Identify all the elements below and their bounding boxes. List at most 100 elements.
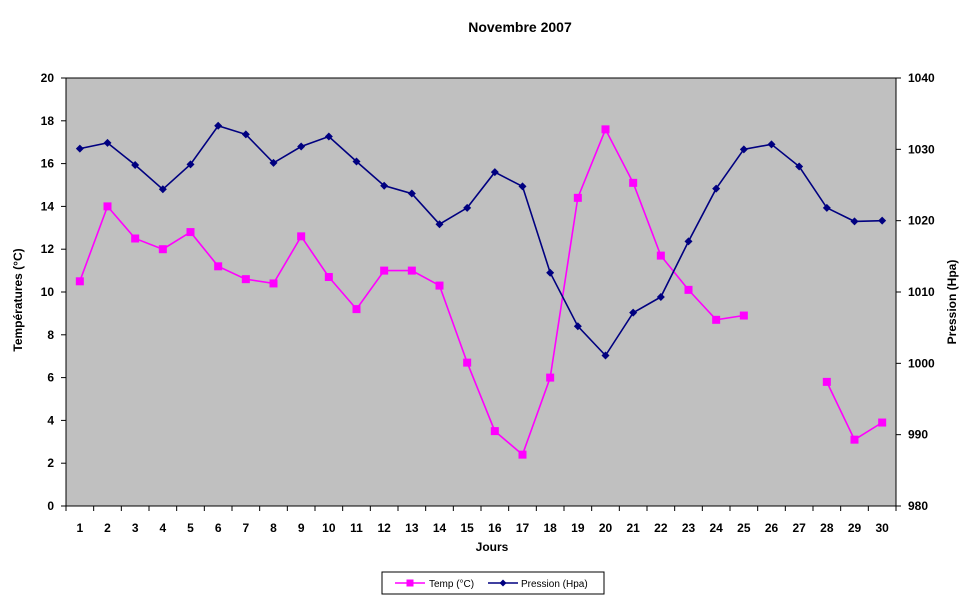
- data-point-pression: [352, 157, 361, 166]
- data-point-pression: [878, 216, 887, 225]
- data-point-pression: [269, 158, 278, 167]
- x-tick-label: 16: [488, 521, 502, 535]
- data-point-pression: [684, 237, 693, 246]
- y-left-tick-label: 14: [41, 199, 55, 213]
- data-point-temp: [712, 315, 721, 324]
- data-point-pression: [518, 182, 527, 191]
- x-tick-label: 1: [76, 521, 83, 535]
- x-tick-label: 22: [654, 521, 668, 535]
- data-point-pression: [103, 138, 112, 147]
- data-point-pression: [380, 181, 389, 190]
- series-layer: [75, 121, 887, 459]
- x-tick-label: 13: [405, 521, 419, 535]
- data-point-temp: [490, 427, 499, 436]
- data-point-temp: [241, 275, 250, 284]
- data-point-temp: [463, 358, 472, 367]
- data-point-pression: [739, 145, 748, 154]
- data-point-temp: [629, 178, 638, 187]
- y-left-tick-label: 2: [47, 456, 54, 470]
- x-tick-label: 21: [626, 521, 640, 535]
- data-point-pression: [490, 168, 499, 177]
- y-left-tick-label: 6: [47, 371, 54, 385]
- y-left-tick-label: 12: [41, 242, 55, 256]
- data-point-temp: [739, 311, 748, 320]
- x-axis: 1 2 3 4 5 6 7 8 9 10 11 12 13 14 15 16 17 18 19 20 21 22 23 24 2…: [65, 506, 897, 535]
- x-tick-label: 9: [298, 521, 305, 535]
- data-point-temp: [435, 281, 444, 290]
- data-point-temp: [822, 377, 831, 386]
- x-tick-label: 17: [516, 521, 530, 535]
- data-point-temp: [324, 273, 333, 282]
- data-point-pression: [573, 322, 582, 331]
- plot-area: [65, 77, 897, 507]
- data-point-pression: [186, 160, 195, 169]
- data-point-temp: [103, 202, 112, 211]
- x-axis-label: Jours: [476, 540, 509, 554]
- data-point-temp: [601, 125, 610, 134]
- data-point-pression: [546, 268, 555, 277]
- x-tick-label: 15: [460, 521, 474, 535]
- x-tick-label: 24: [709, 521, 723, 535]
- x-tick-label: 4: [159, 521, 166, 535]
- y-left-tick-label: 8: [47, 328, 54, 342]
- data-point-temp: [518, 450, 527, 459]
- data-point-pression: [131, 161, 140, 170]
- data-point-pression: [463, 203, 472, 212]
- y-right-tick-label: 1020: [908, 214, 935, 228]
- x-tick-label: 12: [377, 521, 391, 535]
- x-tick-label: 23: [682, 521, 696, 535]
- data-point-pression: [822, 203, 831, 212]
- data-point-temp: [352, 305, 361, 314]
- data-point-pression: [767, 140, 776, 149]
- y-left-tick-label: 10: [41, 285, 55, 299]
- data-point-pression: [324, 132, 333, 141]
- data-point-temp: [546, 373, 555, 382]
- data-point-temp: [214, 262, 223, 271]
- data-point-temp: [297, 232, 306, 241]
- y-left-tick-label: 16: [41, 157, 55, 171]
- x-tick-label: 14: [433, 521, 447, 535]
- y-axis-right-label: Pression (Hpa): [945, 260, 959, 345]
- data-point-temp: [656, 251, 665, 260]
- data-point-pression: [158, 185, 167, 194]
- x-tick-label: 30: [875, 521, 889, 535]
- x-tick-label: 28: [820, 521, 834, 535]
- data-point-pression: [407, 189, 416, 198]
- data-point-temp: [684, 285, 693, 294]
- data-point-pression: [435, 220, 444, 229]
- data-point-pression: [297, 142, 306, 151]
- data-point-pression: [712, 184, 721, 193]
- data-point-pression: [629, 308, 638, 317]
- legend-label-pression: Pression (Hpa): [521, 579, 588, 590]
- left-axis: 0 2 4 6 8 10 12 14 16 18 20: [41, 71, 66, 513]
- data-point-temp: [269, 279, 278, 288]
- x-tick-label: 26: [765, 521, 779, 535]
- data-point-pression: [850, 217, 859, 226]
- data-point-temp: [186, 228, 195, 237]
- x-tick-label: 18: [543, 521, 557, 535]
- data-point-temp: [573, 193, 582, 202]
- x-tick-label: 10: [322, 521, 336, 535]
- data-point-pression: [601, 351, 610, 360]
- y-left-tick-label: 18: [41, 114, 55, 128]
- x-tick-label: 20: [599, 521, 613, 535]
- legend-marker-temp: [406, 579, 414, 587]
- y-right-tick-label: 1000: [908, 356, 935, 370]
- data-point-pression: [75, 144, 84, 153]
- legend: Temp (°C) Pression (Hpa): [381, 571, 605, 595]
- x-tick-label: 27: [792, 521, 806, 535]
- y-left-tick-label: 20: [41, 71, 55, 85]
- y-right-tick-label: 1010: [908, 285, 935, 299]
- chart-title: Novembre 2007: [468, 19, 572, 35]
- y-right-tick-label: 1030: [908, 142, 935, 156]
- right-axis: 980 990 1000 1010 1020 1030 1040: [896, 71, 935, 513]
- legend-marker-pression: [499, 579, 507, 587]
- y-left-tick-label: 0: [47, 499, 54, 513]
- data-point-temp: [850, 435, 859, 444]
- x-tick-label: 6: [215, 521, 222, 535]
- x-tick-label: 25: [737, 521, 751, 535]
- y-right-tick-label: 1040: [908, 71, 935, 85]
- y-left-tick-label: 4: [47, 413, 54, 427]
- data-point-temp: [75, 277, 84, 286]
- x-tick-label: 3: [132, 521, 139, 535]
